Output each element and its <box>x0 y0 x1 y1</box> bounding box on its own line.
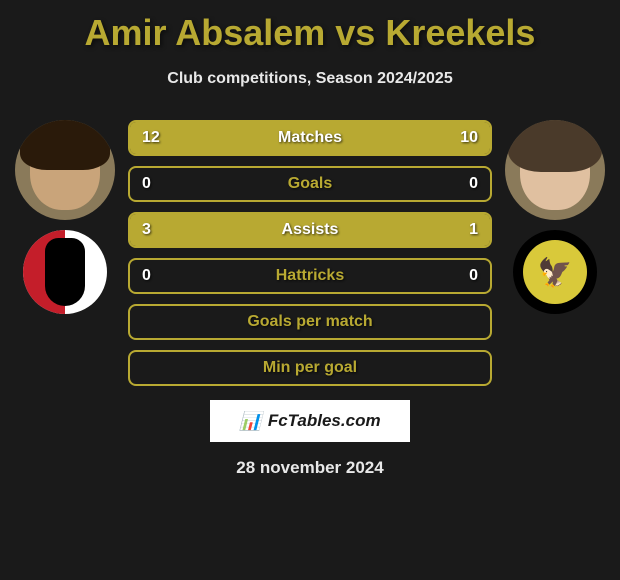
stat-value-left: 0 <box>142 267 151 285</box>
stat-label: Goals <box>288 175 332 193</box>
stat-value-right: 10 <box>460 129 478 147</box>
stats-column: 12Matches100Goals03Assists10Hattricks0Go… <box>120 120 500 386</box>
player-left-avatar <box>15 120 115 220</box>
club-left-badge <box>23 230 107 314</box>
stat-bar: 0 Hattricks 0 <box>128 258 492 294</box>
comparison-area: 12Matches100Goals03Assists10Hattricks0Go… <box>0 120 620 386</box>
stat-bar: Goals per match <box>128 304 492 340</box>
badge-inner-icon: 🦅 <box>523 240 587 304</box>
stat-value-right: 1 <box>469 221 478 239</box>
stat-label: Min per goal <box>263 359 357 377</box>
stat-bar: 0 Goals 0 <box>128 166 492 202</box>
date-label: 28 november 2024 <box>0 458 620 478</box>
chart-icon: 📊 <box>239 411 261 432</box>
eagle-icon: 🦅 <box>538 256 573 289</box>
stat-value-left: 12 <box>142 129 160 147</box>
stat-value-right: 0 <box>469 267 478 285</box>
avatar-hair-icon <box>20 120 110 170</box>
stat-value-left: 3 <box>142 221 151 239</box>
stat-label: Assists <box>282 221 339 239</box>
player-right-column: 🦅 <box>500 120 610 314</box>
stat-bar: 3 Assists 1 <box>128 212 492 248</box>
stat-bar: Min per goal <box>128 350 492 386</box>
page-title: Amir Absalem vs Kreekels <box>0 0 620 54</box>
watermark: 📊 FcTables.com <box>210 400 410 442</box>
subtitle: Club competitions, Season 2024/2025 <box>0 70 620 88</box>
player-right-avatar <box>505 120 605 220</box>
avatar-hair-icon <box>508 120 602 172</box>
stat-value-left: 0 <box>142 175 151 193</box>
stat-bar: 12 Matches 10 <box>128 120 492 156</box>
avatar-face-icon <box>520 130 590 210</box>
badge-shape-icon <box>45 238 85 306</box>
stat-label: Matches <box>278 129 342 147</box>
avatar-face-icon <box>30 130 100 210</box>
player-left-column <box>10 120 120 314</box>
stat-fill-left <box>130 214 400 246</box>
club-right-badge: 🦅 <box>513 230 597 314</box>
stat-label: Goals per match <box>247 313 372 331</box>
stat-value-right: 0 <box>469 175 478 193</box>
stat-label: Hattricks <box>276 267 344 285</box>
watermark-text: FcTables.com <box>268 411 381 431</box>
